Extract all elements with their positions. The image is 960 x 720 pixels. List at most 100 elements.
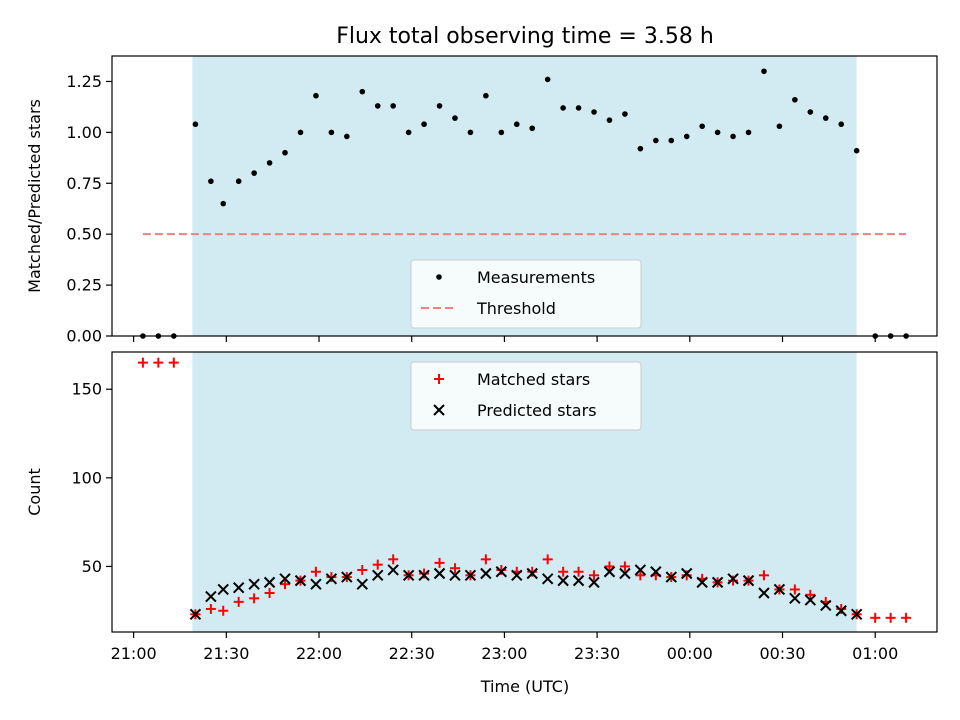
predicted-star-point (557, 574, 569, 587)
matched-star-point (280, 579, 291, 590)
matched-star-point (264, 588, 275, 599)
bottom-legend: Matched stars Predicted stars (410, 361, 642, 431)
matched-star-point (218, 605, 229, 616)
predicted-star-point (464, 569, 477, 581)
measurement-point (467, 129, 474, 136)
predicted-star-point (727, 573, 739, 585)
predicted-star-point (820, 599, 832, 612)
matched-star-point (434, 557, 445, 568)
measurement-point (192, 121, 199, 128)
matched-star-point (357, 564, 368, 575)
matched-star-point (388, 554, 399, 565)
x-b (696, 576, 708, 589)
matched-star-point (681, 570, 692, 581)
measurement-point (452, 115, 458, 121)
measurement-point (544, 76, 551, 83)
bottom-y-tick-label: 150 (71, 380, 102, 399)
predicted-star-point (835, 605, 847, 617)
x-b (294, 574, 307, 587)
matched-star-point (558, 566, 569, 577)
measurement-point (606, 117, 613, 123)
legend-box (410, 259, 642, 329)
measurement-point (282, 149, 288, 156)
measurement-point (853, 147, 860, 154)
matched-star-point (326, 572, 337, 583)
predicted-star-point (248, 578, 260, 590)
measurement-point (513, 121, 520, 128)
matched-star-point (619, 561, 630, 572)
measurement-point (235, 178, 242, 185)
matched-star-point (419, 568, 430, 579)
top-y-tick-label: 0.75 (66, 174, 102, 193)
x-axis-label: Time (UTC) (480, 677, 569, 696)
x-b (742, 574, 755, 587)
predicted-star-point (449, 569, 461, 581)
bottom-y-tick-label: 100 (71, 468, 102, 487)
top-y-tick-label: 0.25 (66, 276, 102, 295)
matched-star-point (480, 554, 491, 565)
x-b (665, 571, 677, 583)
predicted-star-point (279, 573, 291, 585)
matched-star-point (885, 612, 896, 623)
measurement-point (390, 103, 396, 109)
predicted-star-point (619, 567, 631, 580)
x-b (758, 587, 770, 599)
x-tick-label: 23:00 (481, 644, 527, 663)
predicted-star-point (804, 594, 817, 606)
bottom-panel: 21:00 21:30 22:00 22:30 23:00 23:30 00:00 00:30… (25, 351, 938, 663)
x-b (541, 573, 554, 585)
measurement-point (683, 133, 690, 140)
x-b (189, 608, 202, 620)
predicted-star-point (789, 592, 801, 605)
measurement-point (560, 105, 566, 111)
x-tick-label: 22:30 (389, 644, 435, 663)
measurement-point (807, 109, 814, 115)
x-tick-label: 00:00 (667, 644, 713, 663)
x-tick-label: 23:30 (574, 644, 620, 663)
measurement-point (653, 137, 659, 144)
x-b (681, 567, 693, 580)
measurement-point (838, 121, 845, 128)
x-tick-label: 01:00 (852, 644, 898, 663)
x-b (232, 581, 245, 594)
matched-star-point (635, 570, 646, 581)
matched-star-point (604, 561, 615, 572)
predicted-star-point (711, 576, 724, 589)
x-tick-label: 21:30 (203, 644, 249, 663)
top-y-tick-label: 1.25 (66, 72, 102, 91)
measurement-point (792, 96, 798, 103)
measurement-point (374, 103, 381, 109)
x-b (650, 566, 662, 578)
measurement-point (745, 129, 752, 136)
predicted-star-point (850, 608, 863, 620)
predicted-star-point (526, 567, 538, 580)
bottom-y-axis-label: Count (25, 468, 44, 516)
measurement-point (498, 129, 505, 136)
x-b (464, 569, 477, 581)
matched-star-point (372, 559, 383, 570)
x-b (619, 567, 631, 580)
predicted-star-point (588, 576, 600, 589)
predicted-star-point (205, 590, 217, 603)
predicted-star-point (665, 571, 677, 583)
measurement-point (266, 160, 273, 166)
predicted-star-point (402, 569, 415, 581)
predicted-star-point (696, 576, 708, 589)
predicted-star-point (263, 576, 276, 589)
x-b (804, 594, 817, 606)
predicted-star-point (217, 583, 229, 596)
x-b (356, 578, 368, 590)
matched-star-point (789, 584, 800, 595)
predicted-star-point (372, 569, 384, 581)
x-b (418, 569, 430, 581)
predicted-star-point (189, 608, 202, 620)
matched-star-point (836, 603, 847, 614)
predicted-star-point (356, 578, 368, 590)
top-panel: 0.00 0.25 0.50 0.75 1.00 1.25 Matched/Predicte… (25, 55, 938, 346)
x-b (835, 605, 847, 617)
x-b (205, 590, 217, 603)
predicted-star-point (310, 578, 322, 590)
predicted-star-point (681, 567, 693, 580)
predicted-star-point (495, 566, 508, 578)
